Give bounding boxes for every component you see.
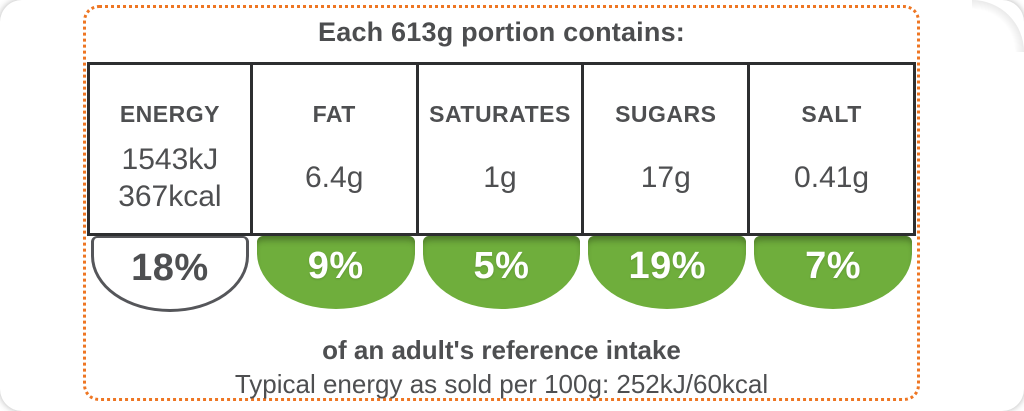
nutrient-box: SATURATES 1g	[418, 62, 585, 236]
nutrient-value: 1543kJ 367kcal	[118, 128, 221, 233]
percent-bubble-sugars: 19%	[588, 236, 747, 309]
percent-col-saturates: 5%	[419, 236, 585, 312]
percent-bubble-saturates: 5%	[422, 236, 581, 309]
percent-col-sugars: 19%	[584, 236, 750, 312]
reference-intake-text: of an adult's reference intake	[322, 335, 681, 365]
nutrient-name: SALT	[801, 101, 862, 127]
nutrient-box: FAT 6.4g	[252, 62, 419, 236]
nutrient-value-line1: 1543kJ	[121, 142, 219, 176]
nutrient-col-fat: FAT 6.4g	[252, 62, 419, 236]
card-corner-curl	[972, 0, 1024, 52]
nutrient-box: SUGARS 17g	[584, 62, 751, 236]
nutrient-value-line1: 6.4g	[305, 161, 364, 194]
nutrient-boxes-row: ENERGY 1543kJ 367kcal FAT 6.4g SATUR	[87, 62, 916, 236]
percent-col-salt: 7%	[750, 236, 916, 312]
traffic-light-label: Each 613g portion contains: ENERGY 1543k…	[83, 5, 920, 401]
portion-header: Each 613g portion contains:	[318, 17, 685, 47]
nutrient-name: ENERGY	[119, 101, 220, 127]
nutrient-col-sugars: SUGARS 17g	[584, 62, 751, 236]
percent-col-energy: 18%	[87, 236, 253, 312]
nutrient-value: 1g	[483, 128, 516, 233]
percent-value: 18%	[131, 247, 209, 289]
percent-bubbles-row: 18% 9% 5% 19% 7%	[87, 236, 916, 312]
percent-bubble-salt: 7%	[754, 236, 912, 309]
nutrient-box: ENERGY 1543kJ 367kcal	[87, 62, 253, 236]
nutrient-value-line2: 367kcal	[118, 179, 222, 213]
nutrient-value-line1: 17g	[640, 161, 691, 194]
nutrient-col-salt: SALT 0.41g	[750, 62, 916, 236]
nutrient-name: SUGARS	[615, 101, 717, 127]
nutrient-name: FAT	[312, 101, 356, 127]
label-footer: of an adult's reference intake Typical e…	[86, 334, 917, 401]
percent-value: 9%	[307, 245, 364, 287]
nutrient-value: 6.4g	[305, 128, 363, 233]
percent-value: 19%	[628, 245, 707, 287]
percent-value: 7%	[805, 245, 862, 287]
nutrient-box: SALT 0.41g	[750, 62, 916, 236]
nutrient-col-saturates: SATURATES 1g	[418, 62, 585, 236]
nutrient-value: 0.41g	[794, 128, 869, 233]
percent-value: 5%	[473, 245, 530, 287]
nutrient-col-energy: ENERGY 1543kJ 367kcal	[87, 62, 253, 236]
nutrient-value-line1: 0.41g	[794, 161, 870, 194]
typical-energy-text: Typical energy as sold per 100g: 252kJ/6…	[234, 369, 769, 399]
nutrient-name: SATURATES	[429, 101, 571, 127]
percent-bubble-energy: 18%	[91, 236, 249, 312]
percent-bubble-fat: 9%	[256, 236, 415, 309]
percent-col-fat: 9%	[253, 236, 419, 312]
nutrient-value: 17g	[641, 128, 691, 233]
nutrient-value-line1: 1g	[483, 161, 517, 194]
